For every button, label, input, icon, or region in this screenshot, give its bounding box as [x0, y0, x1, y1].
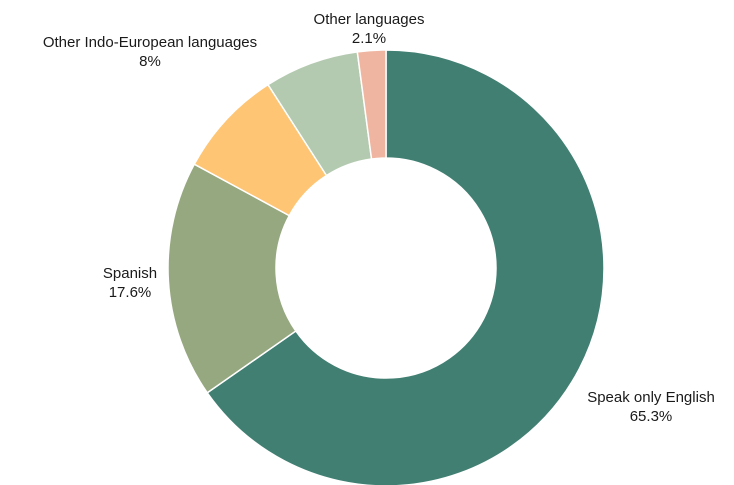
slice-value-3: 8% [139, 53, 161, 70]
slice-2 [167, 163, 297, 394]
slice-value-1: 65.3% [630, 408, 673, 425]
slice-label-1: Speak only English [587, 389, 715, 406]
slice-label-2: Spanish [103, 265, 157, 282]
slice-value-5: 2.1% [352, 30, 386, 47]
labels-group: Speak only English 65.3% Spanish 17.6% Other… [43, 11, 715, 425]
slice-value-2: 17.6% [109, 284, 152, 301]
slice-1 [206, 49, 605, 485]
slices-group [167, 49, 605, 485]
slice-label-5: Other languages [314, 11, 425, 28]
slice-5 [356, 49, 387, 160]
slice-label-3: Other Indo-European languages [43, 34, 257, 51]
